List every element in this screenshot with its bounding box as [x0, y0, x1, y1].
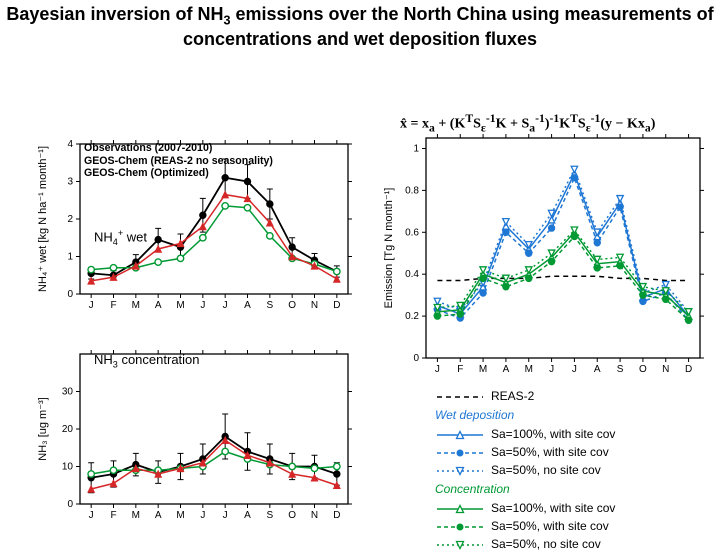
svg-text:10: 10 [62, 462, 74, 473]
key-reas2: REAS-2 [491, 388, 534, 405]
svg-text:A: A [244, 300, 251, 308]
key-conc-0: Sa=100%, with site cov [491, 500, 615, 517]
svg-text:4: 4 [67, 139, 73, 150]
svg-text:0.6: 0.6 [405, 227, 419, 238]
concentration-panel: 0 10 20 30 J F M A M J J A S O N D NH₃ [ug m⁻³] [34, 348, 356, 518]
svg-text:M: M [479, 364, 487, 374]
svg-text:J: J [89, 510, 94, 518]
svg-text:J: J [89, 300, 94, 308]
key-conc-2: Sa=50%, no site cov [491, 536, 601, 553]
svg-text:J: J [549, 364, 554, 374]
key-wet-title: Wet deposition [435, 407, 514, 424]
wet-deposition-panel: 0 1 2 3 4 J F M A M J J A S O N D NH₄⁺ wet [kg N ha⁻¹ mon… [34, 138, 356, 308]
slide-title: Bayesian inversion of NH3 emissions over… [0, 4, 720, 50]
emission-panel: 0 0.2 0.4 0.6 0.8 1 J F M A M J J A S O N D Emission [Tg N… [380, 132, 710, 374]
svg-text:A: A [594, 364, 601, 374]
key-wet-2: Sa=50%, no site cov [491, 462, 601, 479]
emission-legend: REAS-2 Wet deposition Sa=100%, with site … [435, 388, 615, 554]
svg-text:D: D [333, 300, 340, 308]
key-conc-title: Concentration [435, 481, 510, 498]
svg-text:F: F [457, 364, 463, 374]
svg-text:20: 20 [62, 424, 74, 435]
svg-text:Emission [Tg N month⁻¹]: Emission [Tg N month⁻¹] [383, 188, 395, 309]
svg-text:J: J [572, 364, 577, 374]
svg-text:1: 1 [413, 143, 419, 154]
svg-text:A: A [155, 510, 162, 518]
svg-text:A: A [155, 300, 162, 308]
svg-text:O: O [288, 510, 296, 518]
svg-text:NH₄⁺ wet [kg N ha⁻¹ month⁻¹]: NH₄⁺ wet [kg N ha⁻¹ month⁻¹] [37, 146, 49, 292]
svg-text:0: 0 [67, 499, 73, 510]
svg-text:0: 0 [413, 353, 419, 364]
svg-text:0.4: 0.4 [405, 269, 419, 280]
key-wet-1: Sa=50%, with site cov [491, 444, 609, 461]
svg-text:M: M [525, 364, 533, 374]
svg-text:S: S [617, 364, 624, 374]
svg-text:M: M [132, 510, 140, 518]
svg-text:M: M [132, 300, 140, 308]
svg-text:J: J [223, 510, 228, 518]
svg-text:NH₃ [ug m⁻³]: NH₃ [ug m⁻³] [37, 397, 49, 460]
svg-text:J: J [435, 364, 440, 374]
svg-text:0.8: 0.8 [405, 185, 419, 196]
svg-text:1: 1 [67, 252, 73, 263]
svg-text:N: N [311, 510, 318, 518]
key-wet-0: Sa=100%, with site cov [491, 426, 615, 443]
svg-text:2: 2 [67, 214, 73, 225]
svg-text:3: 3 [67, 177, 73, 188]
svg-text:A: A [244, 510, 251, 518]
svg-text:O: O [639, 364, 647, 374]
svg-text:O: O [288, 300, 296, 308]
svg-text:A: A [503, 364, 510, 374]
svg-text:S: S [266, 510, 273, 518]
svg-text:N: N [311, 300, 318, 308]
svg-text:0.2: 0.2 [405, 311, 419, 322]
svg-text:D: D [333, 510, 340, 518]
svg-text:S: S [266, 300, 273, 308]
svg-text:F: F [110, 510, 116, 518]
svg-text:M: M [176, 510, 184, 518]
svg-text:F: F [110, 300, 116, 308]
svg-text:J: J [200, 300, 205, 308]
svg-text:30: 30 [62, 387, 74, 398]
key-conc-1: Sa=50%, with site cov [491, 518, 609, 535]
svg-text:M: M [176, 300, 184, 308]
svg-text:0: 0 [67, 289, 73, 300]
svg-text:J: J [223, 300, 228, 308]
svg-text:D: D [685, 364, 692, 374]
svg-text:J: J [200, 510, 205, 518]
svg-text:N: N [662, 364, 669, 374]
